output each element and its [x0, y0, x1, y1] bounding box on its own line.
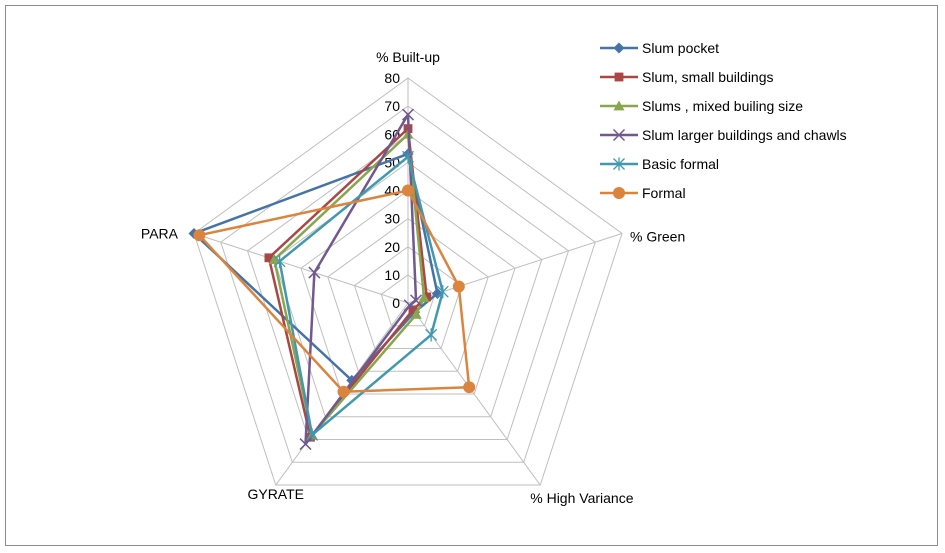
series-line	[273, 133, 426, 437]
data-point	[268, 254, 280, 264]
axis-label: GYRATE	[247, 486, 304, 502]
data-point	[418, 292, 430, 303]
tick-label: 20	[384, 239, 400, 255]
data-point	[308, 266, 321, 279]
legend-label: Slum, small buildings	[642, 69, 774, 85]
data-point	[436, 285, 449, 299]
data-point	[402, 150, 414, 164]
data-point	[408, 305, 418, 315]
grid-ring-50	[273, 161, 543, 418]
grid-ring-60	[246, 133, 570, 441]
data-point	[409, 294, 423, 307]
chart-frame	[5, 5, 938, 546]
grid-ring-20	[353, 246, 463, 350]
data-point	[614, 72, 624, 82]
data-point	[337, 385, 350, 398]
axis-labels: % Built-up % Green % High Variance GYRATE PA…	[141, 49, 685, 506]
grid-ring-80	[193, 77, 623, 486]
data-point	[264, 253, 274, 263]
axis-label: % Built-up	[376, 49, 440, 65]
series-4	[273, 150, 449, 442]
series-line	[198, 189, 471, 393]
series-line	[278, 155, 445, 437]
tick-label: 30	[384, 211, 400, 227]
axis-spoke	[193, 232, 409, 304]
data-point	[613, 42, 625, 54]
legend-label: Basic formal	[642, 156, 719, 172]
tick-label: 80	[384, 70, 400, 86]
legend-label: Slum pocket	[642, 40, 719, 56]
data-point	[613, 100, 625, 111]
axis-label: % High Variance	[530, 490, 633, 506]
radar-grid	[193, 77, 623, 486]
series-3	[299, 108, 423, 451]
data-point	[402, 184, 414, 197]
legend-item: Basic formal	[600, 156, 719, 172]
legend-item: Slum pocket	[600, 40, 719, 56]
axis-label: PARA	[141, 225, 179, 241]
legend-item: Slum larger buildings and chawls	[600, 127, 847, 143]
tick-label: 10	[384, 267, 400, 283]
data-point	[612, 128, 626, 142]
legend-label: Slums , mixed builing size	[642, 98, 803, 114]
legend-item: Slum, small buildings	[600, 69, 774, 85]
data-point	[403, 299, 416, 312]
legend-item: Formal	[600, 185, 686, 201]
data-point	[299, 438, 312, 451]
legend-label: Slum larger buildings and chawls	[642, 127, 847, 143]
tick-label: 0	[392, 295, 400, 311]
data-point	[401, 108, 415, 121]
data-point	[410, 308, 422, 319]
axis-label: % Green	[630, 228, 685, 244]
legend-item: Slums , mixed builing size	[600, 98, 803, 114]
data-point	[306, 428, 319, 442]
data-point	[463, 381, 476, 394]
data-series	[188, 108, 476, 451]
data-point	[452, 280, 465, 293]
series-0	[188, 148, 443, 386]
data-point	[273, 254, 286, 268]
series-line	[267, 127, 428, 439]
grid-ring-40	[300, 189, 516, 395]
data-point	[613, 157, 625, 171]
legend: Slum pocket Slum, small buildings Slums , …	[600, 40, 847, 201]
grid-ring-30	[327, 218, 489, 372]
data-point	[193, 229, 206, 242]
tick-label: 70	[384, 98, 400, 114]
data-point	[422, 292, 432, 302]
legend-label: Formal	[642, 185, 686, 201]
series-line	[304, 113, 418, 446]
data-point	[613, 187, 625, 199]
series-5	[193, 184, 476, 398]
data-point	[425, 328, 438, 342]
grid-ring-70	[220, 105, 596, 463]
data-point	[431, 287, 443, 299]
